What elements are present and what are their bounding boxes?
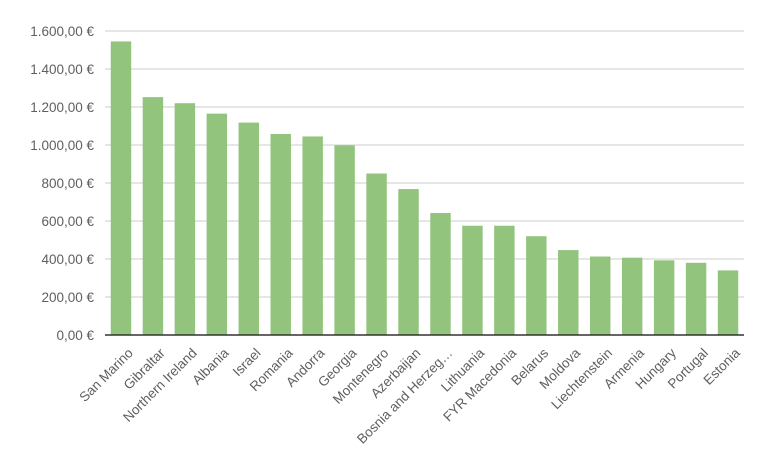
y-tick-label: 1.600,00 €	[30, 24, 94, 39]
bar-romania	[270, 133, 291, 335]
bar-armenia	[621, 257, 643, 335]
bar-azerbaijan	[398, 189, 419, 335]
bar-gibraltar	[142, 97, 164, 336]
bar-andorra	[302, 136, 323, 335]
bar-san-marino	[110, 41, 132, 335]
bar-montenegro	[366, 173, 387, 335]
bars	[110, 41, 739, 336]
bar-georgia	[334, 145, 355, 335]
gridlines	[105, 30, 744, 298]
x-category-label: Albania	[189, 345, 232, 388]
bar-fyr-macedonia	[494, 225, 515, 335]
y-tick-label: 800,00 €	[41, 176, 94, 191]
y-tick-label: 600,00 €	[41, 214, 94, 229]
y-tick-label: 0,00 €	[56, 328, 94, 343]
bar-liechtenstein	[590, 256, 611, 335]
bar-hungary	[653, 260, 675, 335]
y-axis-tick-labels: 0,00 € 200,00 € 400,00 € 600,00 € 800,00 € 1.…	[30, 24, 94, 343]
bar-estonia	[717, 270, 739, 335]
bar-bosnia-and-herzeg	[430, 213, 451, 335]
y-tick-label: 400,00 €	[41, 252, 94, 267]
bar-northern-ireland	[174, 103, 196, 335]
bar-albania	[206, 113, 228, 336]
x-category-label: Estonia	[700, 345, 743, 388]
y-tick-label: 1.000,00 €	[30, 138, 94, 153]
bar-israel	[238, 122, 259, 335]
bar-moldova	[558, 250, 579, 335]
bar-lithuania	[462, 225, 483, 335]
bar-portugal	[685, 262, 707, 335]
y-tick-label: 1.200,00 €	[30, 100, 94, 115]
bar-belarus	[526, 236, 547, 335]
y-tick-label: 1.400,00 €	[30, 62, 94, 77]
y-tick-label: 200,00 €	[41, 290, 94, 305]
